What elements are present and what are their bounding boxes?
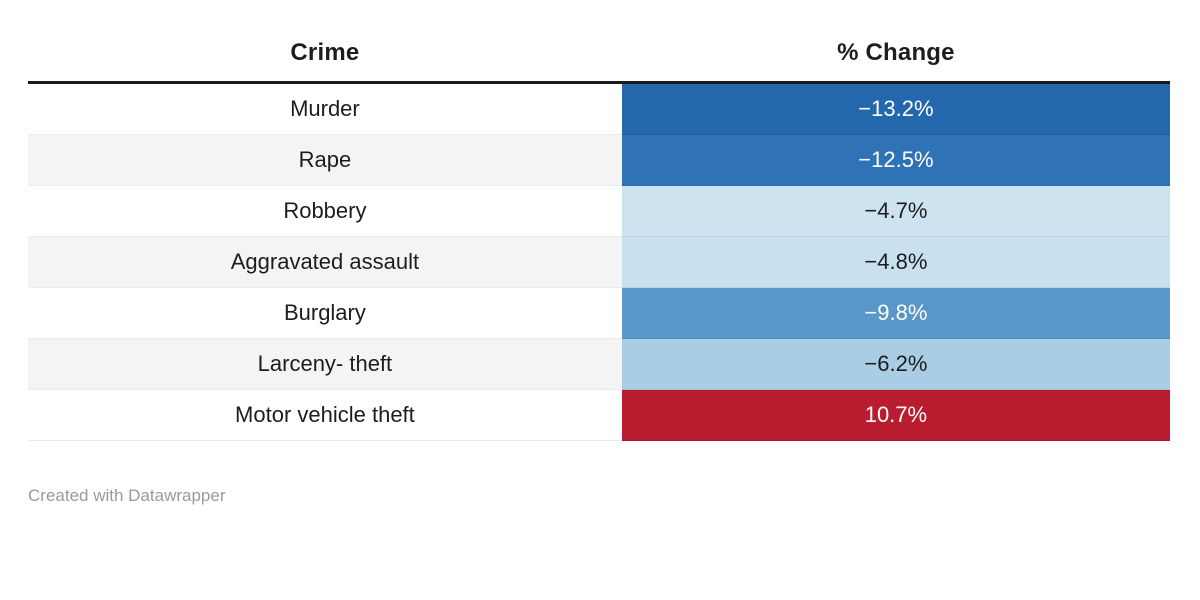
crime-cell: Motor vehicle theft: [28, 390, 622, 441]
datawrapper-attribution-link[interactable]: Created with Datawrapper: [28, 486, 226, 505]
crime-cell: Burglary: [28, 288, 622, 339]
table-row: Larceny- theft −6.2%: [28, 339, 1170, 390]
attribution-footer: Created with Datawrapper: [28, 486, 225, 506]
crime-cell: Larceny- theft: [28, 339, 622, 390]
percent-change-cell: 10.7%: [621, 390, 1170, 441]
table-row: Burglary −9.8%: [28, 288, 1170, 339]
percent-change-cell: −9.8%: [621, 288, 1170, 339]
percent-change-cell: −6.2%: [621, 339, 1170, 390]
table-row: Robbery −4.7%: [28, 186, 1170, 237]
crime-cell: Robbery: [28, 186, 622, 237]
percent-change-cell: −4.8%: [621, 237, 1170, 288]
table-row: Murder −13.2%: [28, 84, 1170, 135]
table-body: Murder −13.2% Rape −12.5% Robbery −4.7% Aggrav…: [28, 84, 1170, 441]
column-header-crime: Crime: [290, 39, 360, 66]
table-row: Motor vehicle theft 10.7%: [28, 390, 1170, 441]
table-row: Rape −12.5%: [28, 135, 1170, 186]
crime-cell: Murder: [28, 84, 622, 135]
crime-cell: Rape: [28, 135, 622, 186]
table-row: Aggravated assault −4.8%: [28, 237, 1170, 288]
percent-change-cell: −4.7%: [621, 186, 1170, 237]
table-header-row: Crime % Change: [28, 25, 1170, 84]
column-header-percent-change: % Change: [837, 39, 955, 66]
crime-cell: Aggravated assault: [28, 237, 622, 288]
crime-change-table: Crime % Change Murder −13.2% Rape −12.5% Rob…: [28, 25, 1170, 441]
percent-change-cell: −13.2%: [621, 84, 1170, 135]
percent-change-cell: −12.5%: [621, 135, 1170, 186]
